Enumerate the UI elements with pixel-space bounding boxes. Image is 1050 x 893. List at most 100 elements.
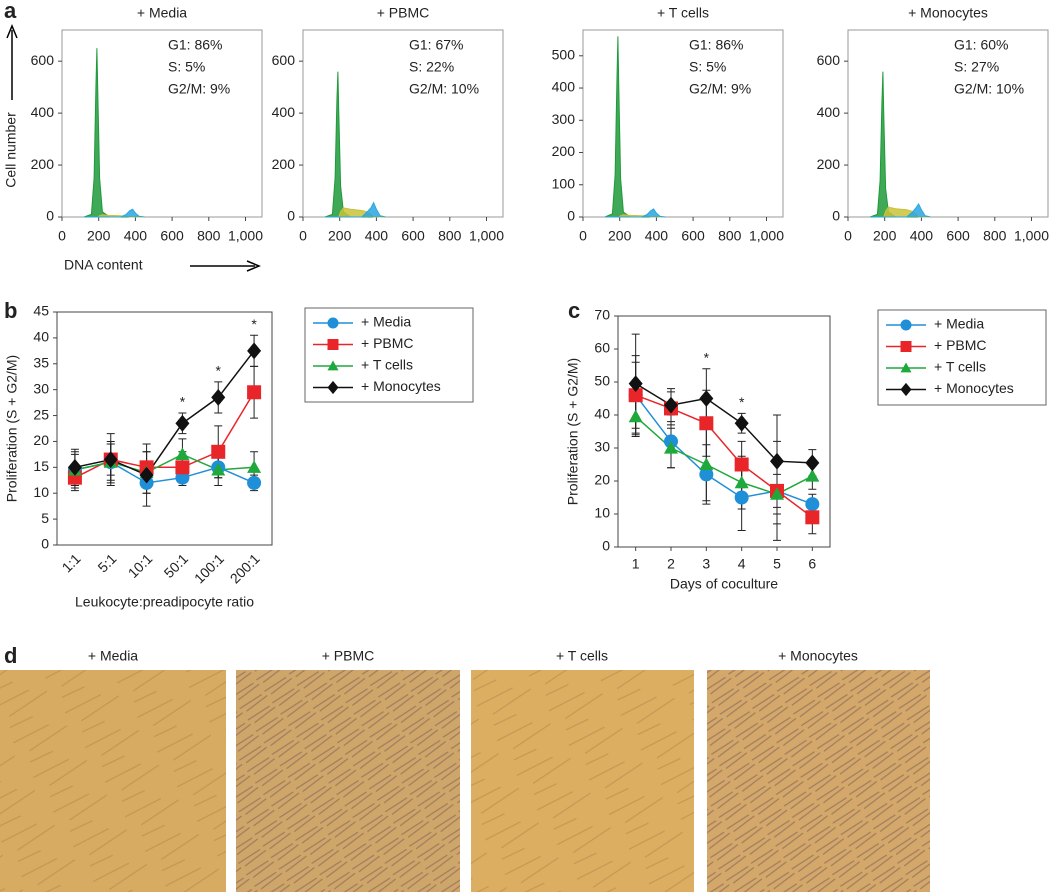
y-tick-label: 200 (272, 156, 296, 172)
x-tick-label: 0 (844, 228, 852, 244)
panel-label: b (4, 298, 17, 323)
plot-frame (61, 29, 263, 218)
plot-frame (582, 29, 784, 218)
x-tick-label: 200 (328, 228, 352, 244)
histogram-area (604, 36, 666, 218)
plot-frame (617, 315, 831, 548)
histogram-area (83, 48, 145, 218)
x-tick-label: 1,000 (749, 228, 784, 244)
micrograph-title: + PBMC (322, 648, 375, 664)
marker (734, 490, 749, 505)
marker (805, 510, 820, 525)
y-tick-label: 300 (552, 111, 576, 127)
y-tick-label: 60 (594, 340, 610, 356)
annotation: S: 5% (168, 59, 205, 75)
marker (247, 342, 262, 360)
histogram-area (869, 71, 931, 218)
arrow-head (6, 24, 18, 39)
y-tick-label: 35 (33, 354, 49, 370)
annotation: G1: 60% (954, 37, 1008, 53)
x-axis-label: Leukocyte:preadipocyte ratio (75, 594, 254, 610)
y-tick-label: 600 (272, 52, 296, 68)
plot-frame (302, 29, 504, 218)
x-tick-label: 5 (773, 556, 781, 572)
x-tick-label: 50:1 (161, 550, 192, 581)
y-tick-label: 0 (41, 536, 49, 552)
y-tick-label: 10 (33, 484, 49, 500)
y-tick-label: 40 (33, 329, 49, 345)
marker (327, 339, 339, 350)
y-tick-label: 50 (594, 373, 610, 389)
x-tick-label: 3 (702, 556, 710, 572)
marker (211, 462, 226, 476)
y-tick-label: 45 (33, 303, 49, 319)
marker (247, 475, 262, 490)
chart-title: + T cells (657, 5, 709, 21)
marker (805, 454, 820, 472)
y-tick-label: 400 (817, 104, 841, 120)
y-tick-label: 500 (552, 46, 576, 62)
annotation: S: 27% (954, 59, 999, 75)
marker (211, 389, 226, 406)
marker (327, 360, 339, 371)
x-tick-label: 400 (910, 228, 934, 244)
marker (900, 319, 912, 331)
annotation: S: 22% (409, 59, 454, 75)
marker (699, 416, 714, 431)
panel-label: d (4, 643, 17, 668)
y-tick-label: 400 (552, 79, 576, 95)
y-tick-label: 20 (594, 472, 610, 488)
y-tick-label: 30 (594, 439, 610, 455)
marker (900, 341, 912, 352)
x-tick-label: 800 (438, 228, 462, 244)
x-tick-label: 200:1 (227, 550, 263, 586)
annotation: G1: 86% (168, 37, 222, 53)
series-line (74, 461, 255, 484)
marker (664, 441, 678, 454)
x-tick-label: 400 (365, 228, 389, 244)
x-tick-label: 1 (632, 556, 640, 572)
y-tick-label: 70 (594, 307, 610, 323)
marker (664, 396, 678, 414)
x-tick-label: 600 (160, 228, 184, 244)
micrograph-title: + T cells (556, 648, 608, 664)
legend-label: + Monocytes (361, 378, 441, 394)
x-tick-label: 600 (946, 228, 970, 244)
legend-label: + PBMC (934, 337, 987, 353)
annotation: G2/M: 9% (168, 81, 230, 97)
y-tick-label: 400 (272, 104, 296, 120)
marker (628, 375, 643, 393)
y-tick-label: 30 (33, 380, 49, 396)
marker (327, 317, 339, 329)
marker (734, 457, 749, 472)
y-tick-label: 600 (817, 52, 841, 68)
x-tick-label: 1,000 (469, 228, 504, 244)
marker (67, 458, 82, 476)
annotation: G2/M: 10% (954, 81, 1024, 97)
x-tick-label: 5:1 (94, 550, 119, 575)
significance: * (739, 394, 745, 410)
y-tick-label: 0 (567, 208, 575, 224)
x-tick-label: 1:1 (59, 550, 84, 575)
micrograph-texture (236, 670, 460, 892)
x-tick-label: 800 (983, 228, 1007, 244)
micrographs: + Media + PBMC + T cells + Monocytes (0, 648, 930, 892)
x-tick-label: 1,000 (228, 228, 263, 244)
histogram-area (84, 208, 145, 218)
annotation: G1: 67% (409, 37, 463, 53)
chart-title: + Media (137, 5, 187, 21)
micrograph-title: + Monocytes (778, 648, 858, 664)
x-tick-label: 4 (738, 556, 746, 572)
annotation: S: 5% (689, 59, 726, 75)
x-axis-label: Days of coculture (670, 576, 778, 592)
marker (699, 457, 714, 471)
legend-label: + T cells (361, 357, 413, 373)
y-tick-label: 40 (594, 406, 610, 422)
legend-label: + Media (934, 316, 984, 332)
y-tick-label: 200 (552, 143, 576, 159)
arrow-head (246, 260, 261, 272)
marker (805, 497, 820, 512)
micrograph-texture (707, 670, 930, 892)
legend-label: + T cells (934, 359, 986, 375)
